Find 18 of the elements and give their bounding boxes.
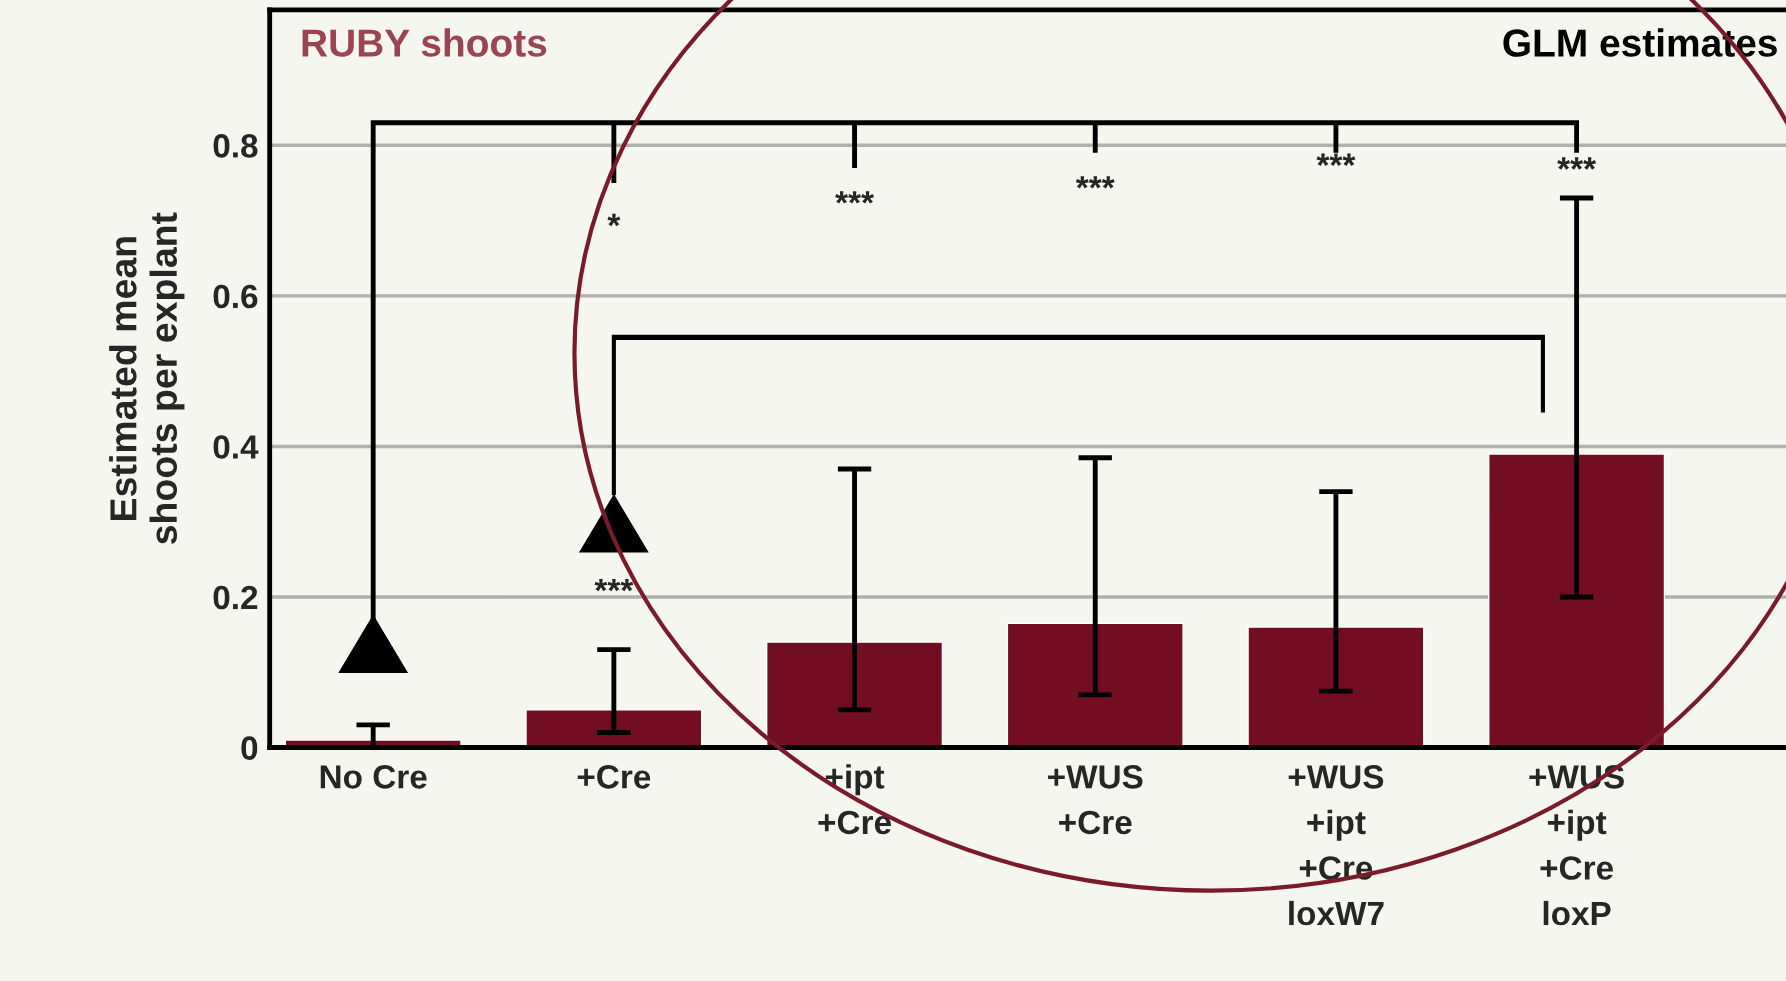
y-tick-label: 0.6	[213, 284, 258, 309]
y-tick-label: 0.4	[213, 435, 259, 459]
x-tick-label: +ipt +Cre	[818, 764, 891, 835]
x-tick-label: +WUS +Cre	[1048, 765, 1143, 835]
annotation: ***	[1316, 153, 1356, 166]
annotation: ***	[1075, 176, 1115, 189]
y-tick-label: 0.2	[213, 585, 258, 610]
annotation: ***	[835, 191, 874, 204]
bar	[1488, 453, 1666, 748]
x-tick-label: No Cre	[320, 765, 427, 789]
annotation: ***	[594, 578, 634, 592]
y-tick-label: 0	[241, 736, 258, 760]
annotation: ***	[1557, 157, 1597, 170]
chart-title: RUBY shoots	[302, 28, 547, 57]
x-tick-label: +Cre	[577, 765, 651, 789]
y-tick-label: 0.8	[213, 134, 258, 158]
annotation: *	[607, 213, 621, 227]
y-axis-title: Estimated mean shoots per explant	[109, 212, 185, 545]
